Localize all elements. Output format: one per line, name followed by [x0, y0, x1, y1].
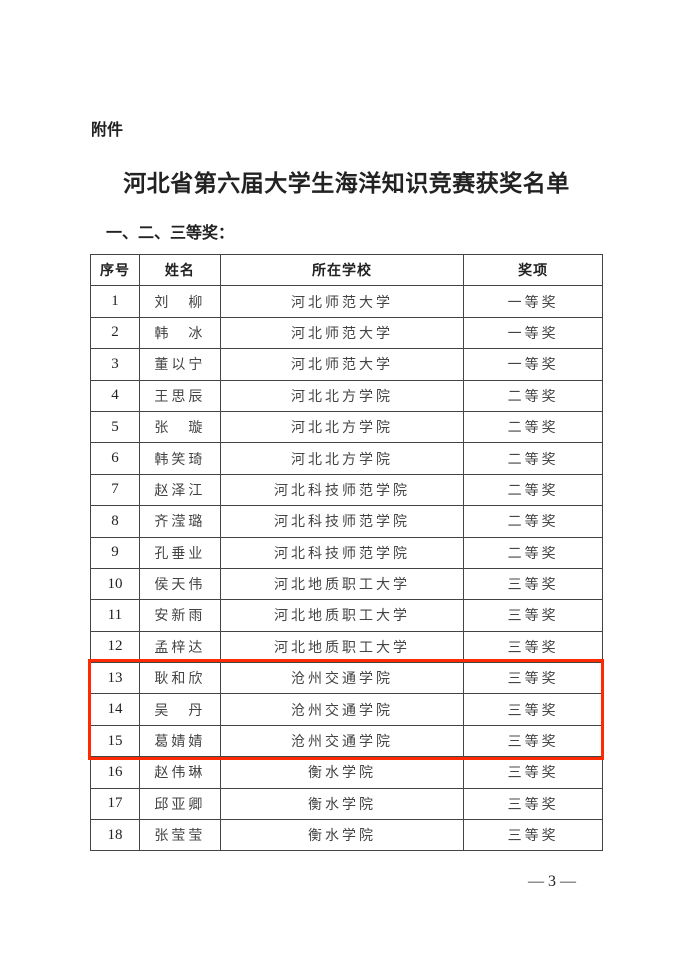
cell-name: 邱亚卿: [138, 787, 221, 821]
cell-school: 河北科技师范学院: [219, 473, 465, 507]
cell-award: 三等奖: [463, 630, 603, 664]
cell-award: 二等奖: [463, 410, 603, 444]
cell-school: 衡水学院: [219, 756, 465, 789]
table-row: 4 王思辰 河北北方学院 二等奖: [90, 379, 603, 412]
cell-school: 河北科技师范学院: [219, 536, 465, 569]
table-row: 14 吴 丹沧州交通学院 三等奖: [90, 693, 603, 726]
cell-school: 河北地质职工大学: [219, 567, 465, 601]
cell-index: 16: [90, 756, 140, 789]
cell-award: 三等奖: [463, 819, 603, 852]
cell-name: 董以宁: [138, 348, 221, 381]
cell-name: 王思辰: [138, 379, 221, 412]
cell-school: 沧州交通学院: [219, 693, 465, 726]
cell-name: 孟梓达: [138, 630, 221, 664]
cell-name: 安新雨: [138, 599, 221, 632]
table-row: 8 齐滢璐 河北科技师范学院 二等奖: [90, 505, 603, 538]
table-row: 12 孟梓达 河北地质职工大学 三等奖: [90, 630, 603, 664]
cell-index: 4: [90, 379, 140, 412]
page-title: 河北省第六届大学生海洋知识竞赛获奖名单: [123, 170, 570, 197]
cell-award: 三等奖: [463, 599, 603, 632]
cell-index: 17: [90, 787, 140, 821]
cell-name: 张 璇: [138, 410, 221, 444]
cell-index: 11: [90, 599, 140, 632]
cell-index: 18: [90, 819, 140, 852]
cell-school: 河北地质职工大学: [219, 599, 465, 632]
table-row: 6 韩笑琦 河北北方学院 二等奖: [90, 442, 603, 475]
cell-name: 侯天伟: [138, 567, 221, 601]
highlight-box: [88, 659, 604, 760]
cell-award: 二等奖: [463, 473, 603, 507]
cell-name: 张莹莹: [138, 819, 221, 852]
cell-index: 15: [90, 724, 140, 758]
header-award: 奖项: [463, 253, 603, 287]
cell-award: 二等奖: [463, 442, 603, 475]
cell-name: 韩 冰: [138, 316, 221, 350]
cell-award: 三等奖: [463, 693, 603, 726]
table-row: 10 侯天伟 河北地质职工大学 三等奖: [90, 567, 603, 601]
cell-award: 二等奖: [463, 536, 603, 569]
cell-award: 三等奖: [463, 787, 603, 821]
cell-index: 12: [90, 630, 140, 664]
cell-index: 2: [90, 316, 140, 350]
cell-school: 河北北方学院: [219, 379, 465, 412]
table-row: 13 耿和欣 沧州交通学院 三等奖: [90, 662, 603, 695]
cell-award: 一等奖: [463, 348, 603, 381]
cell-index: 9: [90, 536, 140, 569]
table-row: 17 邱亚卿 衡水学院 三等奖: [90, 787, 603, 821]
cell-award: 三等奖: [463, 724, 603, 758]
cell-award: 一等奖: [463, 316, 603, 350]
cell-award: 二等奖: [463, 505, 603, 538]
cell-name: 赵泽江: [138, 473, 221, 507]
cell-index: 7: [90, 473, 140, 507]
cell-award: 一等奖: [463, 285, 603, 318]
cell-index: 10: [90, 567, 140, 601]
header-index: 序号: [90, 253, 140, 287]
cell-name: 刘 柳: [138, 285, 221, 318]
cell-name: 孔垂业: [138, 536, 221, 569]
cell-school: 河北北方学院: [219, 410, 465, 444]
cell-award: 三等奖: [463, 662, 603, 695]
cell-index: 3: [90, 348, 140, 381]
cell-index: 13: [90, 662, 140, 695]
attachment-label: 附件: [91, 120, 124, 139]
cell-school: 河北师范大学: [219, 316, 465, 350]
cell-name: 齐滢璐: [138, 505, 221, 538]
cell-school: 河北师范大学: [219, 285, 465, 318]
cell-name: 韩笑琦: [138, 442, 221, 475]
cell-award: 三等奖: [463, 567, 603, 601]
cell-school: 衡水学院: [219, 787, 465, 821]
section-heading: 一、二、三等奖：: [106, 223, 235, 242]
cell-name: 耿和欣: [138, 662, 221, 695]
cell-award: 二等奖: [463, 379, 603, 412]
table-header-row: 序号 姓名 所在学校 奖项: [90, 253, 603, 287]
table-row: 9 孔垂业 河北科技师范学院 二等奖: [90, 536, 603, 569]
table-row: 15 葛婧婧 沧州交通学院 三等奖: [90, 724, 603, 758]
cell-name: 赵伟琳: [138, 756, 221, 789]
header-school: 所在学校: [219, 253, 465, 287]
table-row: 3 董以宁 河北师范大学 一等奖: [90, 348, 603, 381]
cell-award: 三等奖: [463, 756, 603, 789]
cell-index: 1: [90, 285, 140, 318]
table-row: 18 张莹莹 衡水学院 三等奖: [90, 819, 603, 852]
header-name: 姓名: [138, 253, 221, 287]
table-row: 7 赵泽江 河北科技师范学院 二等奖: [90, 473, 603, 507]
cell-school: 河北北方学院: [219, 442, 465, 475]
table-row: 16 赵伟琳 衡水学院 三等奖: [90, 756, 603, 789]
table-row: 11 安新雨 河北地质职工大学 三等奖: [90, 599, 603, 632]
page-number: — 3 —: [528, 873, 576, 890]
cell-school: 沧州交通学院: [219, 724, 465, 758]
cell-school: 衡水学院: [219, 819, 465, 852]
cell-index: 6: [90, 442, 140, 475]
cell-school: 河北师范大学: [219, 348, 465, 381]
cell-index: 8: [90, 505, 140, 538]
cell-school: 河北科技师范学院: [219, 505, 465, 538]
cell-name: 葛婧婧: [138, 724, 221, 758]
cell-index: 5: [90, 410, 140, 444]
cell-school: 河北地质职工大学: [219, 630, 465, 664]
